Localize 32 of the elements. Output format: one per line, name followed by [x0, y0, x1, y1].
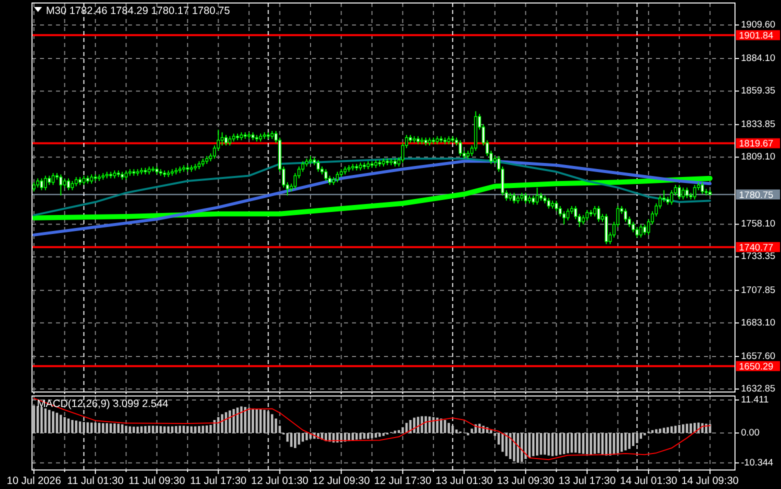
x-tick-label: 12 Jul 01:30	[251, 475, 309, 487]
x-tick-label: 14 Jul 01:30	[620, 475, 678, 487]
x-tick-label: 11 Jul 09:30	[128, 475, 186, 487]
y-tick-label: 11.411	[741, 394, 769, 406]
ref-line-label: 1740.77	[739, 242, 774, 254]
y-tick-label: 1707.85	[741, 284, 776, 296]
y-tick-label: 1758.10	[741, 218, 776, 230]
y-tick-label: 1884.10	[741, 52, 776, 64]
y-tick-label: 1909.60	[741, 19, 776, 30]
y-tick-label: 1809.10	[741, 152, 776, 163]
y-tick-label: 0.00	[741, 427, 760, 438]
x-tick-label: 11 Jul 01:30	[67, 475, 124, 487]
y-tick-label: -10.344	[741, 457, 774, 468]
x-tick-label: 12 Jul 09:30	[312, 475, 370, 487]
ref-line-label: 1819.67	[739, 138, 774, 150]
ref-line-label: 1780.75	[739, 190, 774, 201]
x-tick-label: 10 Jul 2026	[6, 475, 62, 487]
x-tick-label: 13 Jul 09:30	[497, 475, 554, 487]
x-tick-label: 13 Jul 01:30	[436, 475, 493, 487]
x-tick-label: 14 Jul 09:30	[681, 475, 739, 487]
x-tick-label: 12 Jul 17:30	[374, 475, 432, 487]
y-tick-label: 1833.85	[741, 118, 776, 130]
x-tick-label: 13 Jul 17:30	[558, 475, 616, 487]
chart-title: M30 1782.46 1784.29 1780.17 1780.75	[46, 5, 230, 17]
y-tick-label: 1657.60	[741, 350, 776, 362]
x-tick-label: 11 Jul 17:30	[190, 475, 247, 487]
ref-line-label: 1650.29	[739, 361, 774, 372]
y-tick-label: 1733.35	[741, 251, 776, 262]
y-tick-label: 1859.35	[741, 85, 776, 96]
y-tick-label: 1632.85	[741, 383, 776, 394]
ref-line-label: 1901.84	[739, 30, 774, 42]
y-tick-label: 1683.10	[741, 317, 776, 328]
